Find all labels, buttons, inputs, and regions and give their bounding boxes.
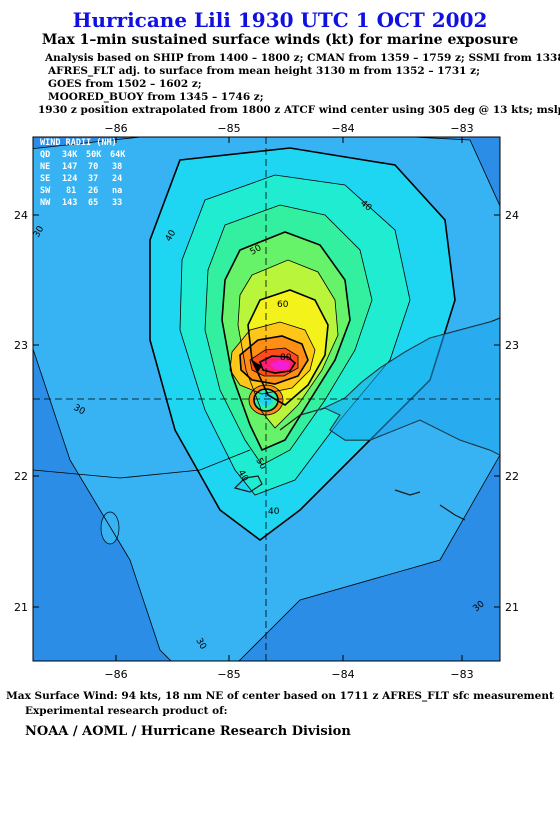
analysis-line-5: 1930 z position extrapolated from 1800 z… (38, 104, 560, 116)
analysis-line-2: AFRES_FLT adj. to surface from mean heig… (48, 65, 480, 77)
wind-band-85 (270, 360, 290, 370)
wind-radii-header-qd: QD (40, 150, 50, 160)
lat-tick-label: 21 (505, 601, 519, 614)
lat-tick-label: 24 (505, 209, 519, 222)
contour-35 (149, 147, 456, 541)
wind-radii-header-34k: 34K (62, 150, 78, 160)
radii-64k: 38 (112, 162, 122, 172)
contour-70 (239, 335, 309, 385)
radii-50k: 37 (88, 174, 98, 184)
contour-40 (179, 174, 411, 496)
axis-ticks (33, 137, 500, 661)
radii-quadrant: SW (40, 186, 51, 196)
contour-south-30 (33, 449, 251, 479)
contour-45 (204, 204, 373, 466)
cay-1 (394, 489, 421, 496)
radii-quadrant: SE (40, 174, 50, 184)
lon-tick-label: −83 (450, 122, 473, 135)
contour-label: 40 (268, 507, 280, 517)
longitude-labels-bottom: −86 −85 −84 −83 (104, 668, 473, 681)
lat-tick-label: 23 (505, 339, 519, 352)
wind-radii-header-64k: 64K (110, 150, 126, 160)
contour-eye (253, 388, 279, 412)
lat-tick-label: 21 (14, 601, 28, 614)
plot-frame (32, 136, 501, 662)
analysis-line-3: GOES from 1502 – 1602 z; (48, 78, 202, 90)
lon-tick-label: −85 (217, 668, 240, 681)
lat-tick-label: 24 (14, 209, 28, 222)
contour-label: 60 (277, 300, 289, 310)
wind-field: 40 30 40 50 60 80 40 50 40 30 30 30 WIND… (33, 137, 500, 661)
cay-2 (439, 504, 466, 521)
lat-tick-label: 23 (14, 339, 28, 352)
lon-tick-label: −85 (217, 122, 240, 135)
latitude-labels-left: 24 23 22 21 (14, 209, 28, 614)
radii-64k: na (112, 186, 122, 196)
wind-radii-title: WIND RADII (NM) (40, 138, 117, 148)
contour-60 (247, 289, 329, 406)
analysis-line-4: MOORED_BUOY from 1345 – 1746 z; (48, 91, 264, 103)
contour-30 (33, 137, 500, 661)
storm-motion-arrow (252, 360, 262, 372)
wind-radii-header-50k: 50K (86, 150, 102, 160)
radii-64k: 33 (112, 198, 122, 208)
radii-quadrant: NE (40, 162, 50, 172)
center-crosshair (33, 137, 500, 661)
radii-34k: 147 (62, 162, 77, 172)
latitude-labels-right: 24 23 22 21 (505, 209, 519, 614)
lon-tick-label: −86 (104, 668, 127, 681)
max-wind-note: Max Surface Wind: 94 kts, 18 nm NE of ce… (6, 690, 554, 702)
radii-34k: 143 (62, 198, 77, 208)
radii-50k: 26 (88, 186, 98, 196)
radii-quadrant: NW (40, 198, 51, 208)
credit-line-1: Experimental research product of: (25, 705, 228, 717)
map-title: Hurricane Lili 1930 UTC 1 OCT 2002 (72, 8, 488, 32)
wind-radii-row-ne: NE 147 70 38 (40, 162, 122, 172)
radii-34k: 81 (66, 186, 76, 196)
longitude-labels-top: −86 −85 −84 −83 (104, 122, 473, 135)
contour-label: 80 (280, 353, 292, 363)
credit-line-2: NOAA / AOML / Hurricane Research Divisio… (25, 724, 351, 739)
analysis-line-1: Analysis based on SHIP from 1400 – 1800 … (45, 52, 560, 64)
map-subtitle: Max 1–min sustained surface winds (kt) f… (41, 32, 519, 48)
radii-34k: 124 (62, 174, 77, 184)
wind-radii-row-se: SE 124 37 24 (40, 174, 122, 184)
lat-tick-label: 22 (14, 470, 28, 483)
wind-contours (33, 137, 500, 661)
small-ellipse-feature (100, 511, 120, 545)
contour-65 (229, 321, 316, 395)
lon-tick-label: −83 (450, 668, 473, 681)
lon-tick-label: −86 (104, 122, 127, 135)
radii-50k: 70 (88, 162, 98, 172)
isla-juventud (233, 475, 263, 493)
radii-64k: 24 (112, 174, 122, 184)
contour-55 (237, 259, 339, 429)
wind-map: 40 30 40 50 60 80 40 50 40 30 30 30 WIND… (14, 122, 519, 681)
radii-50k: 65 (88, 198, 98, 208)
contour-80 (258, 355, 297, 374)
wind-radii-table: WIND RADII (NM) QD 34K 50K 64K NE 147 70… (40, 138, 126, 208)
lat-tick-label: 22 (505, 470, 519, 483)
wind-radii-row-nw: NW 143 65 33 (40, 198, 122, 208)
contour-50 (221, 231, 351, 452)
wind-radii-row-sw: SW 81 26 na (40, 186, 122, 196)
cuba-landmass (300, 320, 500, 455)
lon-tick-label: −84 (331, 122, 354, 135)
contour-75 (249, 347, 299, 377)
lon-tick-label: −84 (331, 668, 354, 681)
